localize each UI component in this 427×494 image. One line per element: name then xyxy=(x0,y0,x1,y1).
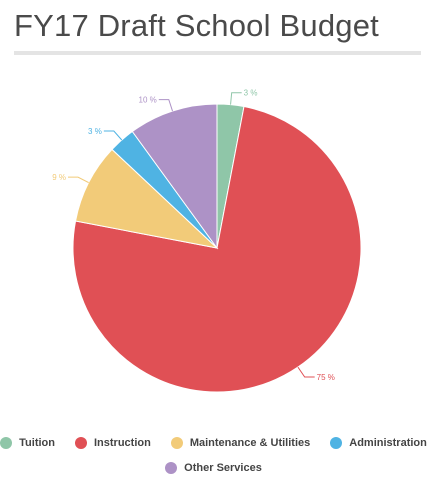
legend-swatch xyxy=(170,437,183,449)
legend-row: Other Services xyxy=(0,459,427,477)
legend-item-maintenance-and-utilities[interactable]: Maintenance & Utilities xyxy=(170,437,311,449)
legend-item-administration[interactable]: Administration xyxy=(330,437,427,449)
slice-leader-line xyxy=(158,99,173,112)
slice-leader-line xyxy=(230,92,242,105)
legend-swatch xyxy=(74,437,87,449)
page-title: FY17 Draft School Budget xyxy=(14,8,379,43)
slice-label-other-services: 10 % xyxy=(139,96,157,105)
legend-item-other-services[interactable]: Other Services xyxy=(165,462,262,474)
slice-leader-line xyxy=(103,130,123,141)
legend-swatch xyxy=(330,437,343,449)
pie-slice-other-services[interactable] xyxy=(131,103,218,250)
legend-label: Other Services xyxy=(184,462,262,474)
pie-chart: 3 % 75 % 9 % 3 % 10 % xyxy=(52,89,362,393)
legend-item-tuition[interactable]: Tuition xyxy=(0,437,55,449)
legend: Tuition Instruction Maintenance & Utilitie… xyxy=(0,434,427,484)
legend-label: Administration xyxy=(349,437,427,449)
slice-label-administration: 3 % xyxy=(88,127,102,136)
title-divider xyxy=(14,51,421,55)
pie-slice-maintenance-and-utilities[interactable] xyxy=(74,148,219,249)
legend-swatch xyxy=(0,437,13,449)
legend-item-instruction[interactable]: Instruction xyxy=(74,437,151,449)
legend-row: Tuition Instruction Maintenance & Utilitie… xyxy=(0,434,427,452)
slice-leader-line xyxy=(297,366,315,378)
slice-leader-line xyxy=(68,176,89,184)
slice-label-instruction: 75 % xyxy=(317,373,335,382)
slice-label-tuition: 3 % xyxy=(244,89,258,98)
legend-label: Tuition xyxy=(19,437,55,449)
legend-label: Instruction xyxy=(93,437,151,449)
slice-label-maintenance-and-utilities: 9 % xyxy=(52,173,66,182)
legend-swatch xyxy=(165,462,178,474)
pie-slice-instruction[interactable] xyxy=(72,105,362,393)
legend-label: Maintenance & Utilities xyxy=(189,437,311,449)
